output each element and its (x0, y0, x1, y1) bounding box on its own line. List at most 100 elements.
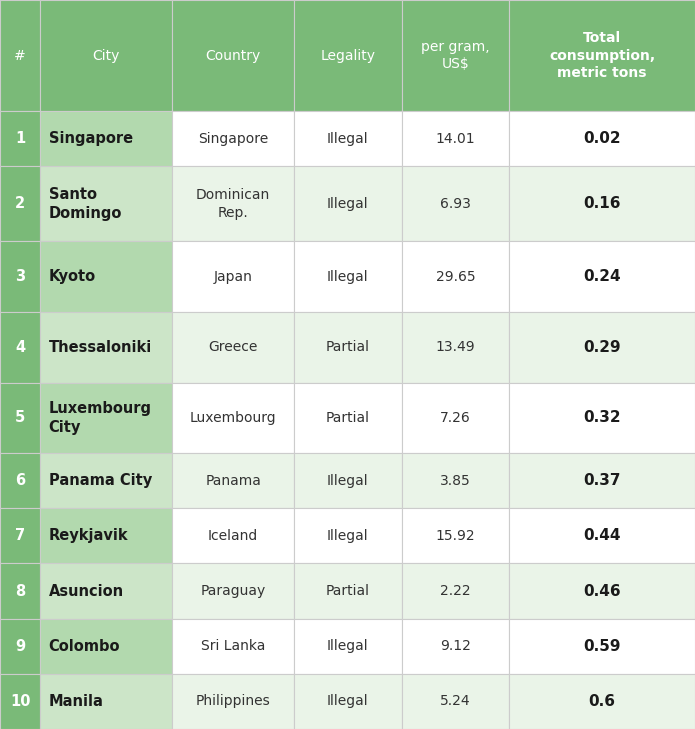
Bar (294, 383, 402, 453)
Text: Country: Country (206, 49, 261, 63)
Text: 29.65: 29.65 (436, 270, 475, 284)
Text: 5: 5 (15, 410, 25, 425)
Bar (509, 619, 695, 674)
Text: 0.6: 0.6 (589, 694, 616, 709)
Bar (402, 453, 509, 508)
Text: Sri Lanka: Sri Lanka (201, 639, 265, 653)
Text: Illegal: Illegal (327, 639, 368, 653)
Bar (402, 312, 509, 383)
Text: Paraguay: Paraguay (201, 584, 265, 598)
Bar (172, 564, 294, 619)
Bar (0, 564, 40, 619)
Text: 0.37: 0.37 (584, 473, 621, 488)
Text: Reykjavik: Reykjavik (49, 529, 129, 543)
Text: 14.01: 14.01 (436, 132, 475, 146)
Bar (40, 674, 172, 729)
Text: 9: 9 (15, 639, 25, 654)
Bar (0, 674, 40, 729)
Text: Thessaloniki: Thessaloniki (49, 340, 152, 355)
Text: Singapore: Singapore (198, 132, 268, 146)
Bar (0, 619, 40, 674)
Text: Partial: Partial (326, 340, 370, 354)
Bar (294, 453, 402, 508)
Bar (294, 508, 402, 564)
Text: Legality: Legality (320, 49, 375, 63)
Bar (172, 508, 294, 564)
Text: Japan: Japan (214, 270, 252, 284)
Bar (40, 619, 172, 674)
Text: Asuncion: Asuncion (49, 583, 124, 599)
Bar (40, 383, 172, 453)
Bar (509, 674, 695, 729)
Text: 3.85: 3.85 (440, 474, 471, 488)
Bar (40, 312, 172, 383)
Text: Greece: Greece (208, 340, 258, 354)
Text: 8: 8 (15, 583, 25, 599)
Text: Philippines: Philippines (196, 695, 270, 709)
Text: Partial: Partial (326, 410, 370, 425)
Text: City: City (92, 49, 120, 63)
Bar (402, 383, 509, 453)
Bar (509, 241, 695, 312)
Bar (0, 508, 40, 564)
Text: Partial: Partial (326, 584, 370, 598)
Bar (40, 564, 172, 619)
Bar (294, 166, 402, 241)
Text: Illegal: Illegal (327, 132, 368, 146)
Bar (40, 241, 172, 312)
Bar (172, 383, 294, 453)
Text: 0.32: 0.32 (583, 410, 621, 425)
Text: Total
consumption,
metric tons: Total consumption, metric tons (549, 31, 655, 80)
Bar (172, 619, 294, 674)
Text: 6.93: 6.93 (440, 197, 471, 211)
Bar (172, 453, 294, 508)
Bar (402, 619, 509, 674)
Text: 13.49: 13.49 (436, 340, 475, 354)
Text: 2.22: 2.22 (440, 584, 471, 598)
Text: Manila: Manila (49, 694, 104, 709)
Bar (509, 166, 695, 241)
Text: #: # (15, 49, 26, 63)
Text: 0.24: 0.24 (583, 269, 621, 284)
Bar (0, 166, 40, 241)
Text: Illegal: Illegal (327, 695, 368, 709)
Text: 0.44: 0.44 (584, 529, 621, 543)
Text: 3: 3 (15, 269, 25, 284)
Bar (0, 241, 40, 312)
Text: 10: 10 (10, 694, 31, 709)
Bar (0, 453, 40, 508)
Bar (294, 0, 402, 111)
Text: Luxembourg
City: Luxembourg City (49, 401, 152, 434)
Text: 7.26: 7.26 (440, 410, 471, 425)
Bar (0, 312, 40, 383)
Text: 7: 7 (15, 529, 25, 543)
Bar (172, 111, 294, 166)
Bar (509, 0, 695, 111)
Bar (40, 166, 172, 241)
Bar (40, 453, 172, 508)
Text: Illegal: Illegal (327, 529, 368, 543)
Bar (294, 241, 402, 312)
Text: 15.92: 15.92 (436, 529, 475, 543)
Bar (40, 508, 172, 564)
Bar (402, 111, 509, 166)
Bar (509, 508, 695, 564)
Text: 0.02: 0.02 (583, 131, 621, 147)
Text: 0.29: 0.29 (583, 340, 621, 355)
Bar (402, 674, 509, 729)
Bar (172, 0, 294, 111)
Bar (172, 241, 294, 312)
Text: Colombo: Colombo (49, 639, 120, 654)
Text: Santo
Domingo: Santo Domingo (49, 187, 122, 221)
Bar (294, 674, 402, 729)
Bar (402, 0, 509, 111)
Bar (172, 312, 294, 383)
Bar (509, 383, 695, 453)
Text: 9.12: 9.12 (440, 639, 471, 653)
Bar (509, 111, 695, 166)
Text: Kyoto: Kyoto (49, 269, 96, 284)
Text: Illegal: Illegal (327, 270, 368, 284)
Bar (172, 674, 294, 729)
Bar (402, 241, 509, 312)
Bar (294, 564, 402, 619)
